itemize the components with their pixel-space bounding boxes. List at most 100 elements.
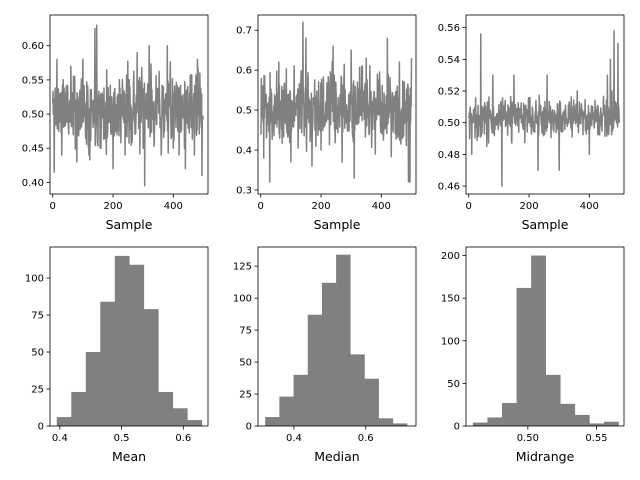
y-tick-label: 200 — [441, 251, 460, 262]
y-tick-label: 100 — [441, 336, 460, 347]
histogram-bar — [501, 402, 517, 426]
y-tick-label: 0.48 — [438, 150, 460, 161]
histogram-bar — [114, 255, 130, 426]
x-axis-label: Sample — [106, 217, 153, 232]
panel-5: 0.4 0.6 0 25 50 75 100 125 Median — [233, 246, 417, 464]
x-tick-label: 0.4 — [286, 433, 302, 444]
x-tick-label: 0.6 — [175, 433, 191, 444]
histogram-bar — [187, 420, 203, 426]
y-tick-label: 150 — [441, 294, 460, 305]
x-tick-label: 0 — [50, 201, 56, 212]
x-tick-label: 200 — [311, 201, 330, 212]
y-tick-label: 0.46 — [438, 182, 460, 193]
histogram-bar — [560, 403, 576, 426]
axes-frame — [465, 246, 625, 427]
axes-frame — [49, 246, 209, 427]
x-tick-label: 400 — [164, 201, 183, 212]
histogram-bar — [71, 391, 87, 426]
x-tick-label: 0.4 — [52, 433, 68, 444]
y-tick-label: 100 — [233, 294, 252, 305]
y-tick-label: 100 — [25, 274, 44, 285]
y-tick-label: 0.60 — [22, 41, 44, 52]
panel-3: 0 200 400 0.46 0.48 0.50 0.52 0.54 0.56 Sample — [438, 14, 625, 232]
y-tick-label: 50 — [447, 379, 460, 390]
y-tick-label: 25 — [239, 390, 252, 401]
y-tick-label: 125 — [233, 262, 252, 273]
histogram-bar — [545, 374, 561, 426]
histogram-bar — [392, 423, 408, 426]
histogram-bar — [589, 423, 605, 426]
y-tick-label: 0.54 — [438, 55, 460, 66]
y-tick-label: 0.45 — [22, 144, 44, 155]
series-line — [51, 24, 204, 187]
y-tick-label: 75 — [239, 326, 252, 337]
y-tick-label: 0.4 — [236, 146, 252, 157]
histogram-bar — [364, 378, 379, 426]
x-tick-label: 200 — [103, 201, 122, 212]
x-axis-label: Sample — [314, 217, 361, 232]
histogram-bar — [56, 417, 72, 426]
y-tick-label: 0.55 — [22, 75, 44, 86]
y-tick-label: 0.7 — [236, 26, 252, 37]
x-tick-label: 200 — [519, 201, 538, 212]
x-tick-label: 0.55 — [585, 433, 607, 444]
histogram-bar — [279, 396, 294, 426]
histogram-bar — [350, 354, 365, 426]
histogram-bar — [172, 408, 188, 426]
x-tick-label: 0.6 — [358, 433, 374, 444]
histogram-bar — [158, 391, 174, 426]
x-tick-label: 0.5 — [114, 433, 130, 444]
y-tick-label: 0.40 — [22, 178, 44, 189]
series-line — [259, 21, 413, 183]
y-tick-label: 50 — [31, 348, 44, 359]
y-tick-label: 0.50 — [438, 118, 460, 129]
y-tick-label: 0.52 — [438, 87, 460, 98]
y-tick-label: 25 — [31, 385, 44, 396]
x-axis-label: Midrange — [516, 449, 575, 464]
axes-frame — [257, 14, 417, 195]
panel-1: 0 200 400 0.40 0.45 0.50 0.55 0.60 Sample — [22, 14, 209, 232]
panel-4: 0.4 0.5 0.6 0 25 50 75 100 Mean — [25, 246, 209, 464]
x-tick-label: 0 — [258, 201, 264, 212]
histogram-bar — [531, 255, 546, 426]
histogram-bar — [378, 418, 394, 426]
axes-frame — [465, 14, 625, 195]
x-tick-label: 400 — [580, 201, 599, 212]
histogram-bar — [265, 417, 280, 426]
histogram-bar — [143, 309, 159, 426]
axes-frame — [257, 246, 417, 427]
histogram-bar — [321, 282, 337, 426]
panel-6: 0.50 0.55 0 50 100 150 200 Midrange — [441, 246, 625, 464]
histogram-bar — [129, 264, 145, 426]
y-tick-label: 0.3 — [236, 186, 252, 197]
x-axis-label: Mean — [112, 449, 146, 464]
x-tick-label: 0 — [466, 201, 472, 212]
y-tick-label: 50 — [239, 358, 252, 369]
axes-frame — [49, 14, 209, 195]
y-tick-label: 0 — [454, 422, 460, 433]
histogram-bar — [516, 287, 532, 426]
y-tick-label: 0.5 — [236, 106, 252, 117]
histogram-bar — [100, 301, 116, 426]
histogram-bar — [307, 314, 323, 426]
y-tick-label: 0.6 — [236, 66, 252, 77]
x-tick-label: 400 — [372, 201, 391, 212]
x-tick-label: 0.50 — [517, 433, 539, 444]
x-axis-label: Median — [314, 449, 359, 464]
histogram-bar — [574, 414, 590, 426]
y-tick-label: 0 — [38, 422, 44, 433]
y-tick-label: 0.56 — [438, 23, 460, 34]
histogram-bar — [85, 352, 101, 426]
series-line — [468, 30, 620, 187]
x-axis-label: Sample — [522, 217, 569, 232]
y-tick-label: 0.50 — [22, 110, 44, 121]
y-tick-label: 75 — [31, 311, 44, 322]
histogram-bar — [293, 374, 309, 426]
panel-2: 0 200 400 0.3 0.4 0.5 0.6 0.7 Sample — [236, 14, 417, 232]
histogram-bar — [487, 417, 503, 426]
histogram-bar — [336, 254, 351, 426]
y-tick-label: 0 — [246, 422, 252, 433]
histogram-bar — [472, 422, 488, 426]
histogram-bar — [603, 421, 619, 426]
